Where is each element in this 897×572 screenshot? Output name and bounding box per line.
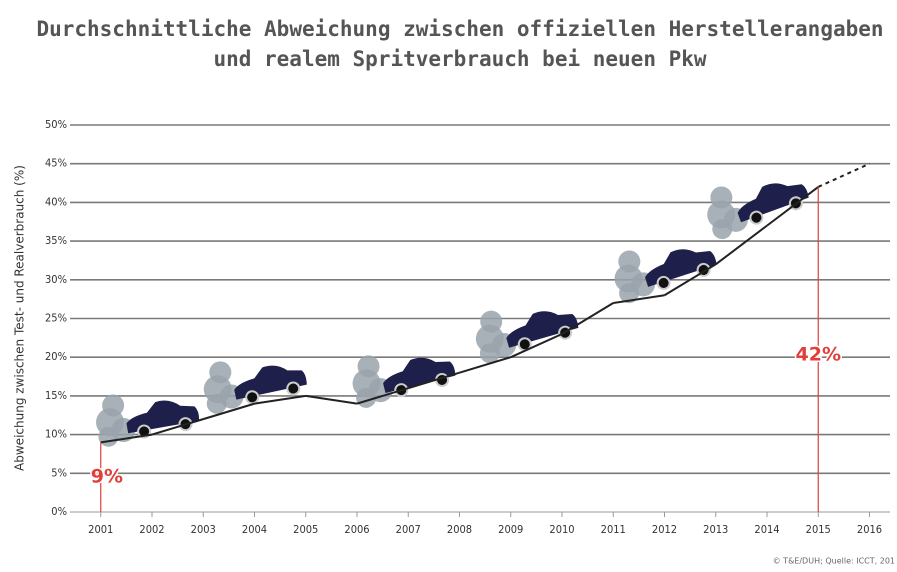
car-illustration bbox=[198, 344, 309, 415]
car-illustration bbox=[346, 336, 458, 410]
y-tick-label: 25% bbox=[45, 312, 67, 325]
chart-subtitle: und realem Spritverbrauch bei neuen Pkw bbox=[213, 47, 706, 71]
x-tick-label: 2014 bbox=[754, 523, 779, 536]
chart-title: Durchschnittliche Abweichung zwischen of… bbox=[36, 17, 883, 41]
x-tick-label: 2007 bbox=[396, 523, 421, 536]
x-tick-label: 2016 bbox=[857, 523, 882, 536]
y-tick-label: 5% bbox=[51, 466, 67, 479]
source-note: © T&E/DUH; Quelle: ICCT, 201 bbox=[773, 557, 895, 566]
y-tick-label: 45% bbox=[45, 157, 67, 170]
car-body bbox=[502, 302, 579, 347]
x-tick-label: 2011 bbox=[601, 523, 626, 536]
x-tick-label: 2001 bbox=[88, 523, 113, 536]
y-axis-label: Abweichung zwischen Test- und Realverbra… bbox=[13, 165, 27, 471]
x-tick-label: 2009 bbox=[498, 523, 523, 536]
line-segment bbox=[818, 164, 869, 187]
y-tick-label: 40% bbox=[45, 195, 67, 208]
y-tick-label: 50% bbox=[45, 118, 67, 131]
line-segment bbox=[306, 396, 357, 404]
chart: Durchschnittliche Abweichung zwischen of… bbox=[0, 0, 897, 572]
page: {"chart_data": {"type": "line", "title":… bbox=[0, 0, 897, 572]
car-illustration bbox=[92, 380, 202, 448]
y-tick-label: 35% bbox=[45, 234, 67, 247]
x-tick-label: 2004 bbox=[242, 523, 267, 536]
x-tick-label: 2003 bbox=[191, 523, 216, 536]
car-illustration bbox=[469, 288, 582, 365]
x-tick-label: 2002 bbox=[139, 523, 164, 536]
y-tick-label: 0% bbox=[51, 505, 67, 518]
x-tick-label: 2008 bbox=[447, 523, 472, 536]
value-label: 42% bbox=[796, 343, 841, 365]
x-tick-label: 2013 bbox=[703, 523, 728, 536]
value-label: 9% bbox=[91, 466, 123, 488]
y-tick-label: 20% bbox=[45, 350, 67, 363]
x-tick-label: 2012 bbox=[652, 523, 677, 536]
x-tick-label: 2006 bbox=[344, 523, 369, 536]
x-tick-label: 2010 bbox=[549, 523, 574, 536]
x-tick-label: 2005 bbox=[293, 523, 318, 536]
car-illustration bbox=[699, 159, 813, 242]
y-tick-label: 10% bbox=[45, 428, 67, 441]
car-illustration bbox=[607, 225, 720, 305]
x-tick-label: 2015 bbox=[806, 523, 831, 536]
line-segment bbox=[255, 396, 306, 404]
y-tick-label: 30% bbox=[45, 273, 67, 286]
car-body bbox=[379, 350, 456, 393]
y-tick-label: 15% bbox=[45, 389, 67, 402]
